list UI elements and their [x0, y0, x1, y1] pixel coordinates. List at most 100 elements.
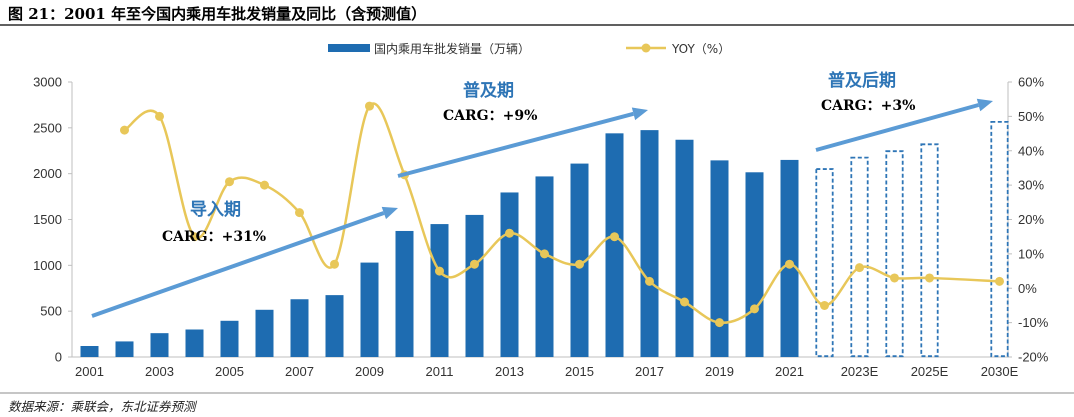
- sales-bar: [290, 299, 309, 357]
- legend: 国内乘用车批发销量（万辆） YOY（%）: [328, 41, 730, 56]
- sales-bar: [80, 346, 99, 357]
- yoy-marker: [190, 232, 199, 242]
- y-axis-tick-label: 0: [55, 350, 62, 365]
- x-axis-tick-label: 2009: [355, 364, 384, 379]
- sales-bar: [430, 224, 449, 357]
- yoy-marker: [890, 273, 899, 283]
- y2-axis-tick-label: -20%: [1018, 350, 1049, 365]
- sales-bar: [605, 133, 624, 357]
- y-axis-tick-label: 2500: [33, 120, 62, 135]
- yoy-marker: [260, 180, 269, 190]
- yoy-line-series: [120, 101, 1004, 328]
- phase-spread-rate: CARG：+9%: [443, 108, 537, 124]
- y-axis-tick-label: 1000: [33, 258, 62, 273]
- yoy-marker: [575, 259, 584, 269]
- sales-bar: [220, 320, 239, 357]
- yoy-marker: [610, 232, 619, 242]
- y2-axis-tick-label: 40%: [1018, 143, 1044, 158]
- trend-arrow-head: [976, 98, 993, 112]
- legend-label-sales: 国内乘用车批发销量（万辆）: [374, 41, 530, 56]
- x-axis-tick-label: 2025E: [911, 364, 949, 379]
- yoy-marker: [155, 111, 164, 121]
- y2-axis-tick-label: 20%: [1018, 212, 1044, 227]
- phase-late-title: 普及后期: [828, 70, 896, 91]
- x-axis-tick-label: 2001: [75, 364, 104, 379]
- x-axis-tick-label: 2030E: [981, 364, 1019, 379]
- y-axis-tick-label: 1500: [33, 212, 62, 227]
- sales-bar: [675, 139, 694, 357]
- phase-spread-title: 普及期: [463, 80, 514, 101]
- phase-late-rate: CARG：+3%: [821, 98, 915, 114]
- x-axis-tick-label: 2007: [285, 364, 314, 379]
- yoy-marker: [820, 300, 829, 310]
- forecast-bar: [815, 168, 834, 358]
- y2-axis-tick-label: 30%: [1018, 178, 1044, 193]
- sales-bar: [780, 159, 799, 357]
- legend-label-yoy: YOY（%）: [671, 42, 730, 56]
- x-axis-tick-label: 2015: [565, 364, 594, 379]
- trend-arrow-head: [381, 206, 398, 220]
- phase-annotations: 导入期 CARG：+31% 普及期 CARG：+9% 普及后期 CARG：+3%: [162, 70, 915, 245]
- forecast-bar: [990, 120, 1009, 358]
- sales-bar: [185, 329, 204, 357]
- chart-title: 图 21：2001 年至今国内乘用车批发销量及同比（含预测值）: [8, 5, 427, 23]
- x-axis-tick-label: 2017: [635, 364, 664, 379]
- sales-bar: [360, 262, 379, 357]
- y2-axis-tick-label: 10%: [1018, 246, 1044, 261]
- bar-series: [80, 120, 1009, 358]
- sales-bar: [535, 176, 554, 357]
- phase-intro-title: 导入期: [190, 200, 241, 220]
- x-axis-tick-label: 2019: [705, 364, 734, 379]
- yoy-marker: [120, 125, 129, 135]
- sales-bar: [115, 341, 134, 357]
- yoy-marker: [785, 259, 794, 269]
- yoy-marker: [365, 101, 374, 111]
- x-axis-tick-label: 2023E: [841, 364, 879, 379]
- y-axis-tick-label: 500: [40, 304, 62, 319]
- sales-bar: [465, 214, 484, 357]
- y2-axis-tick-label: 50%: [1018, 109, 1044, 124]
- yoy-marker: [435, 266, 444, 276]
- trend-arrow-shaft: [815, 103, 980, 152]
- x-axis-tick-label: 2021: [775, 364, 804, 379]
- trend-arrow-head: [631, 107, 648, 121]
- sales-bar: [745, 172, 764, 357]
- x-axis-tick-label: 2003: [145, 364, 174, 379]
- x-axis-tick-label: 2013: [495, 364, 524, 379]
- sales-bar: [710, 160, 729, 357]
- forecast-bar: [920, 143, 939, 358]
- sales-bar: [500, 192, 519, 357]
- yoy-marker: [470, 259, 479, 269]
- source-note: 数据来源：乘联会，东北证券预测: [8, 399, 196, 414]
- x-axis-tick-label: 2005: [215, 364, 244, 379]
- sales-bar: [640, 130, 659, 357]
- y-axis-tick-label: 2000: [33, 166, 62, 181]
- forecast-bar: [885, 150, 904, 358]
- yoy-marker: [680, 297, 689, 307]
- yoy-marker: [540, 249, 549, 259]
- yoy-marker: [295, 208, 304, 218]
- y2-axis-tick-label: 0%: [1018, 281, 1037, 296]
- trend-arrow-shaft: [397, 111, 635, 178]
- trend-arrow-shaft: [91, 211, 385, 318]
- yoy-marker: [715, 318, 724, 328]
- yoy-marker: [925, 273, 934, 283]
- legend-bar-swatch: [328, 44, 370, 52]
- y2-axis-tick-label: -10%: [1018, 315, 1049, 330]
- yoy-marker: [855, 263, 864, 273]
- yoy-marker: [750, 304, 759, 314]
- yoy-marker: [505, 228, 514, 238]
- yoy-marker: [995, 276, 1004, 286]
- x-axis-tick-label: 2011: [426, 364, 454, 379]
- sales-bar: [325, 295, 344, 357]
- sales-bar: [255, 309, 274, 357]
- legend-line-marker: [641, 43, 651, 53]
- sales-bar: [150, 333, 169, 357]
- trend-arrows: [91, 98, 993, 318]
- yoy-marker: [225, 177, 234, 187]
- sales-bar: [395, 230, 414, 357]
- yoy-marker: [645, 276, 654, 286]
- forecast-bar: [850, 156, 869, 358]
- phase-intro-rate: CARG：+31%: [162, 229, 266, 245]
